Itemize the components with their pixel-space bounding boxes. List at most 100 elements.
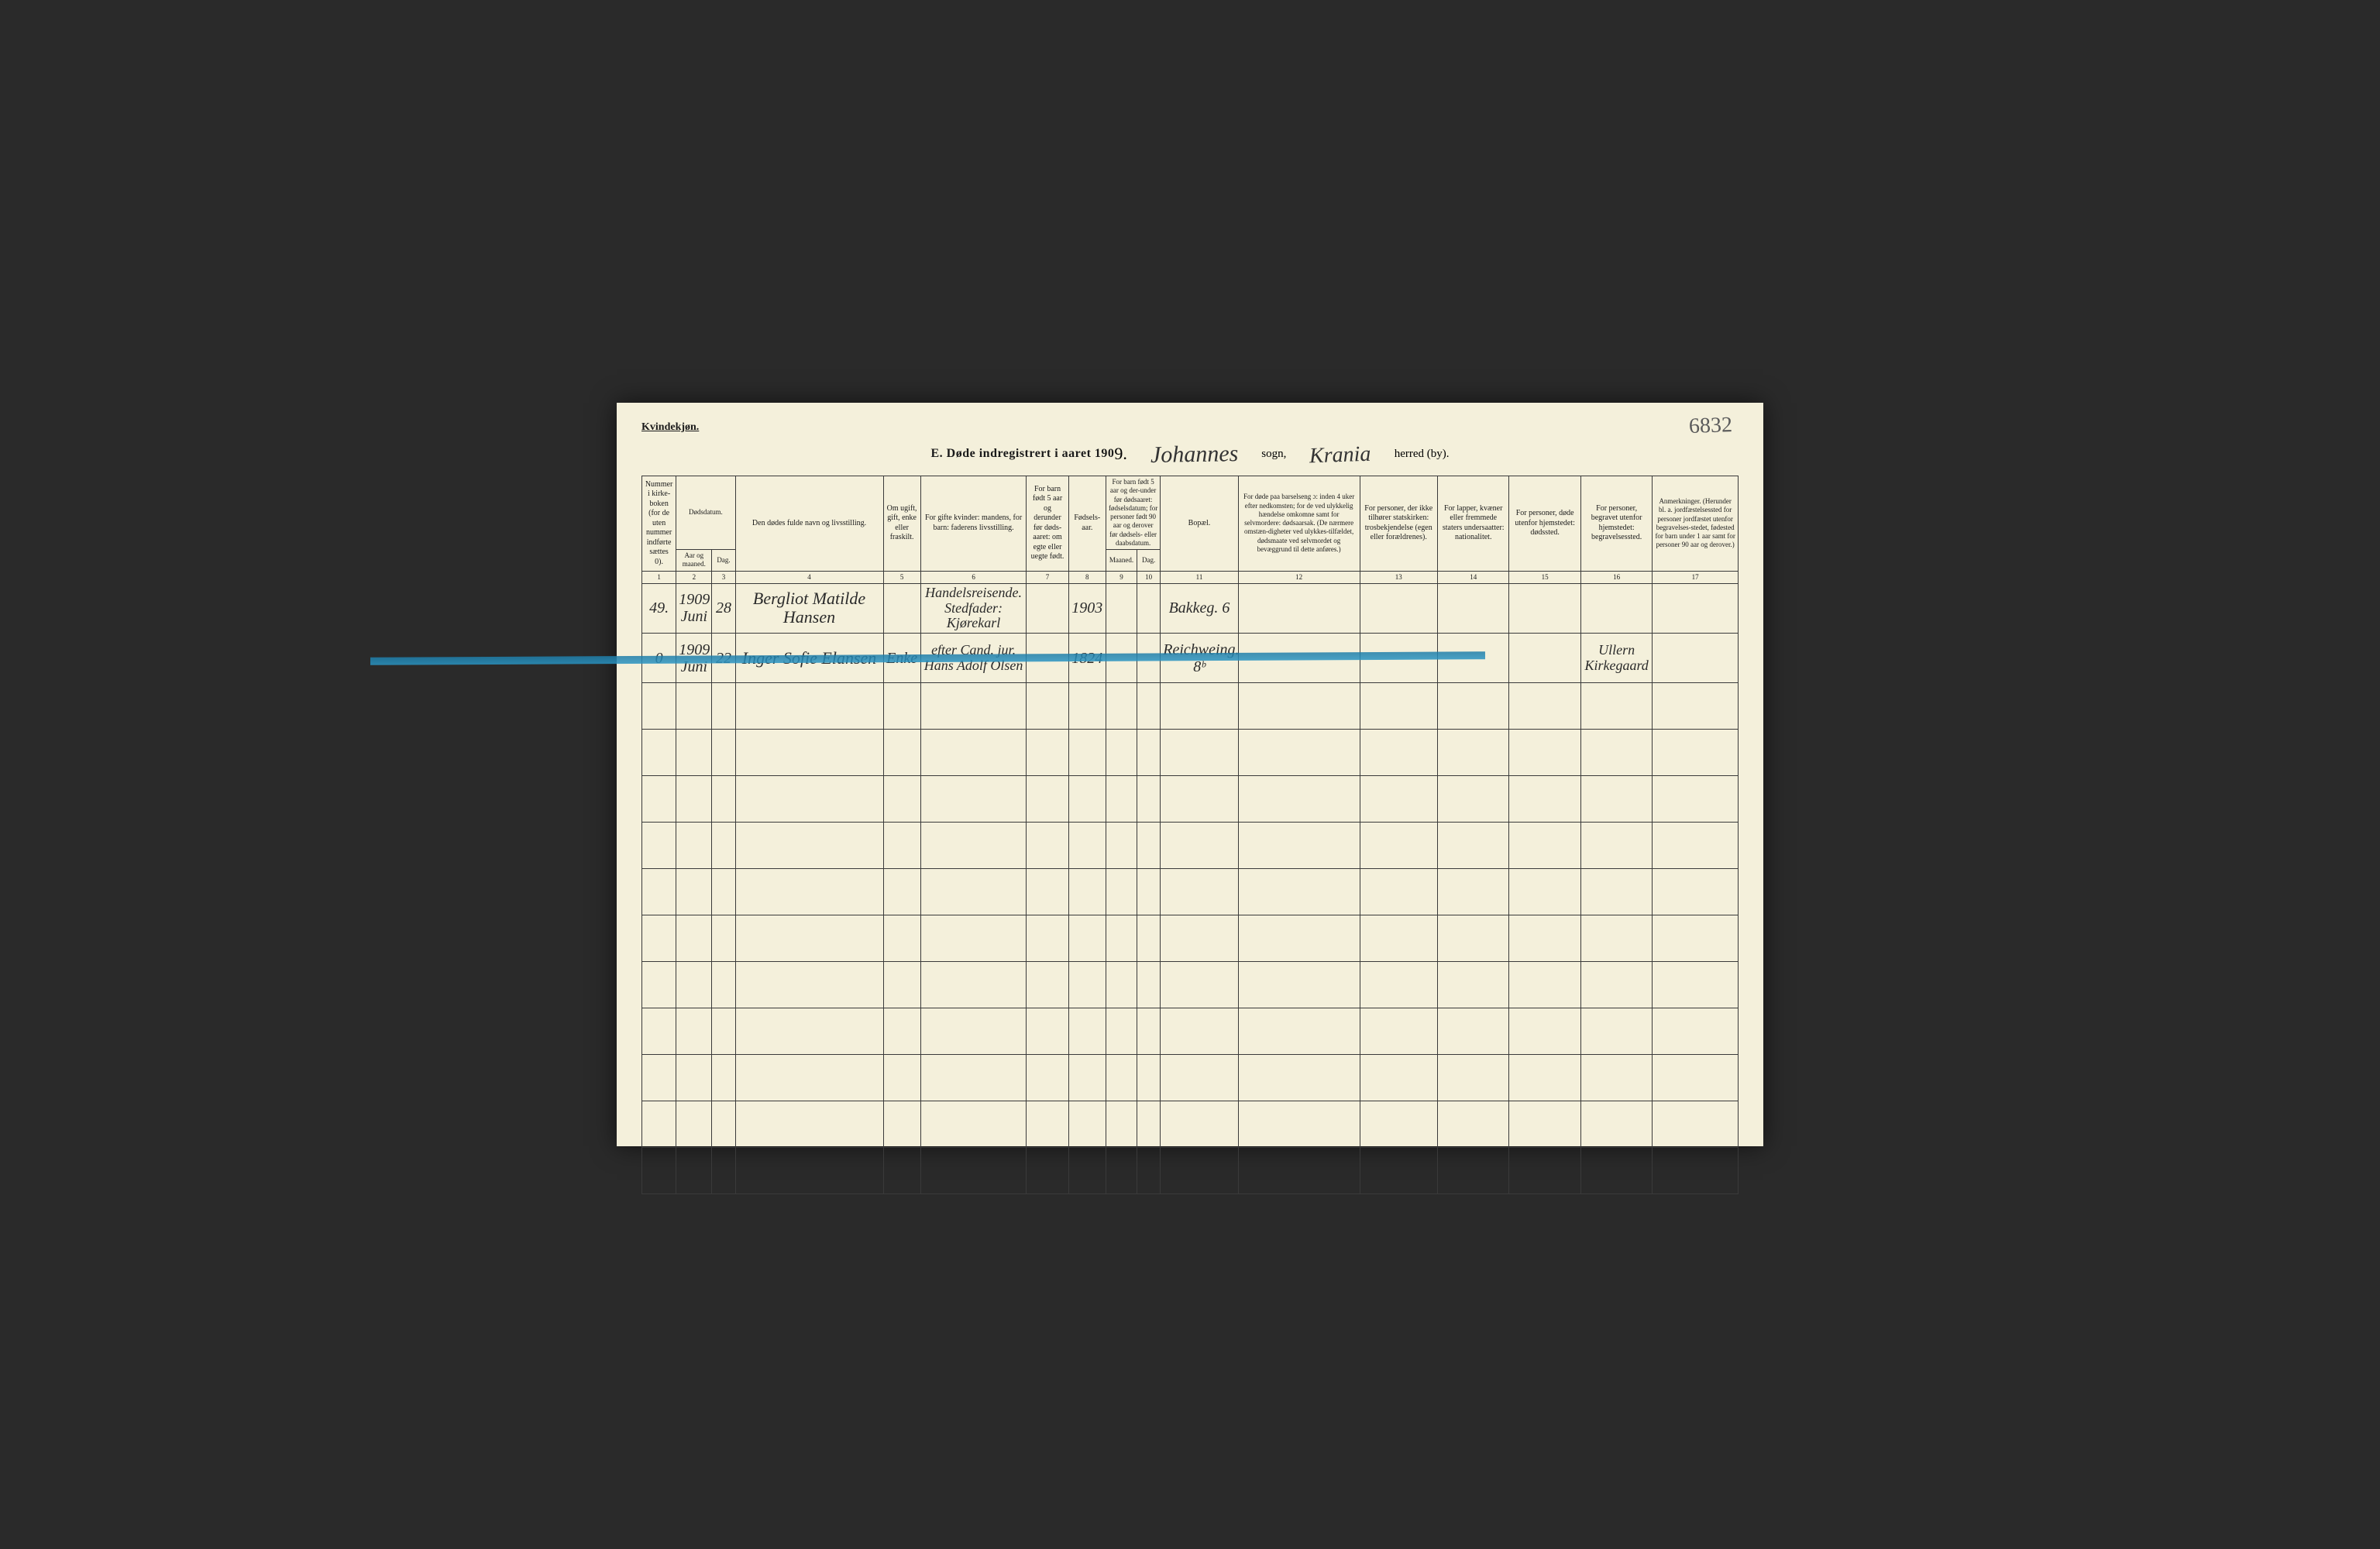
cell (1360, 915, 1437, 962)
cell (1580, 1148, 1652, 1194)
cell (883, 869, 920, 915)
header-col6: For gifte kvinder: mandens, for barn: fa… (920, 476, 1027, 572)
cell (920, 869, 1027, 915)
cell (1027, 823, 1068, 869)
cell (712, 1008, 735, 1055)
cell (1653, 869, 1739, 915)
cell (920, 683, 1027, 730)
cell (920, 1148, 1027, 1194)
cell (676, 1148, 712, 1194)
cell (1509, 583, 1580, 633)
header-col16: For personer, begravet utenfor hjemstede… (1580, 476, 1652, 572)
cell (1653, 1101, 1739, 1148)
cell (1437, 634, 1508, 683)
cell (735, 869, 883, 915)
cell (1509, 1055, 1580, 1101)
cell (1161, 776, 1238, 823)
cell (1027, 869, 1068, 915)
table-row: 01909 Juni22Inger Sofie ElansenEnkeefter… (642, 634, 1739, 683)
cell (642, 823, 676, 869)
cell (1068, 962, 1106, 1008)
column-number: 8 (1068, 571, 1106, 583)
gender-label: Kvindekjøn. (641, 421, 699, 433)
cell (1238, 683, 1360, 730)
cell (920, 1008, 1027, 1055)
cell: efter Cand. jur. Hans Adolf Olsen (920, 634, 1027, 683)
cell (1580, 1055, 1652, 1101)
table-row (642, 1008, 1739, 1055)
cell (1580, 915, 1652, 962)
cell (1509, 823, 1580, 869)
cell (1238, 730, 1360, 776)
cell (1161, 823, 1238, 869)
cell (1027, 583, 1068, 633)
column-number: 6 (920, 571, 1027, 583)
header-dodsdatum-group: Dødsdatum. (676, 476, 735, 550)
cell (1137, 1148, 1161, 1194)
table-body: 49.1909 Juni28Bergliot Matilde HansenHan… (642, 583, 1739, 1194)
cell (883, 1148, 920, 1194)
cell (1161, 1101, 1238, 1148)
cell (920, 962, 1027, 1008)
cell (920, 1101, 1027, 1148)
cell (1360, 683, 1437, 730)
cell (1653, 962, 1739, 1008)
cell (1360, 823, 1437, 869)
cell (1068, 869, 1106, 915)
header-col1: Nummer i kirke-boken (for de uten nummer… (642, 476, 676, 572)
cell (920, 823, 1027, 869)
cell (712, 683, 735, 730)
cell (1161, 1008, 1238, 1055)
cell (1106, 1008, 1137, 1055)
table-row: 49.1909 Juni28Bergliot Matilde HansenHan… (642, 583, 1739, 633)
cell (1509, 776, 1580, 823)
cell (642, 1008, 676, 1055)
cell (1027, 776, 1068, 823)
cell: Ullern Kirkegaard (1580, 634, 1652, 683)
cell: Reichweing. 8ᵇ (1161, 634, 1238, 683)
cell (1360, 1008, 1437, 1055)
cell (676, 683, 712, 730)
cell (642, 1148, 676, 1194)
cell (920, 730, 1027, 776)
table-row (642, 823, 1739, 869)
header-col8: Fødsels-aar. (1068, 476, 1106, 572)
column-number: 13 (1360, 571, 1437, 583)
cell (676, 1101, 712, 1148)
cell: 1903 (1068, 583, 1106, 633)
document-page: Kvindekjøn. 6832 E. Døde indregistrert i… (617, 403, 1763, 1146)
cell (1137, 915, 1161, 962)
cell (1068, 683, 1106, 730)
column-number: 15 (1509, 571, 1580, 583)
column-number: 14 (1437, 571, 1508, 583)
cell (676, 730, 712, 776)
cell (676, 776, 712, 823)
cell (642, 962, 676, 1008)
cell (1137, 1101, 1161, 1148)
header-col9-10-group: For barn født 5 aar og der-under før død… (1106, 476, 1160, 550)
cell (1360, 1055, 1437, 1101)
cell (1653, 776, 1739, 823)
cell: 28 (712, 583, 735, 633)
cell (642, 1055, 676, 1101)
cell (1106, 776, 1137, 823)
column-number: 10 (1137, 571, 1161, 583)
cell (1580, 823, 1652, 869)
cell (1653, 915, 1739, 962)
cell (1360, 962, 1437, 1008)
header-col3: Dag. (712, 550, 735, 572)
cell (1106, 583, 1137, 633)
cell (1068, 776, 1106, 823)
cell (1653, 1008, 1739, 1055)
title-prefix: E. Døde indregistrert i aaret 190 (931, 447, 1115, 460)
cell (1106, 1055, 1137, 1101)
cell (1137, 1055, 1161, 1101)
cell (1509, 869, 1580, 915)
cell (712, 823, 735, 869)
cell (1106, 730, 1137, 776)
cell (1238, 776, 1360, 823)
cell: 0 (642, 634, 676, 683)
table-row (642, 730, 1739, 776)
cell (712, 1101, 735, 1148)
cell (1437, 1008, 1508, 1055)
